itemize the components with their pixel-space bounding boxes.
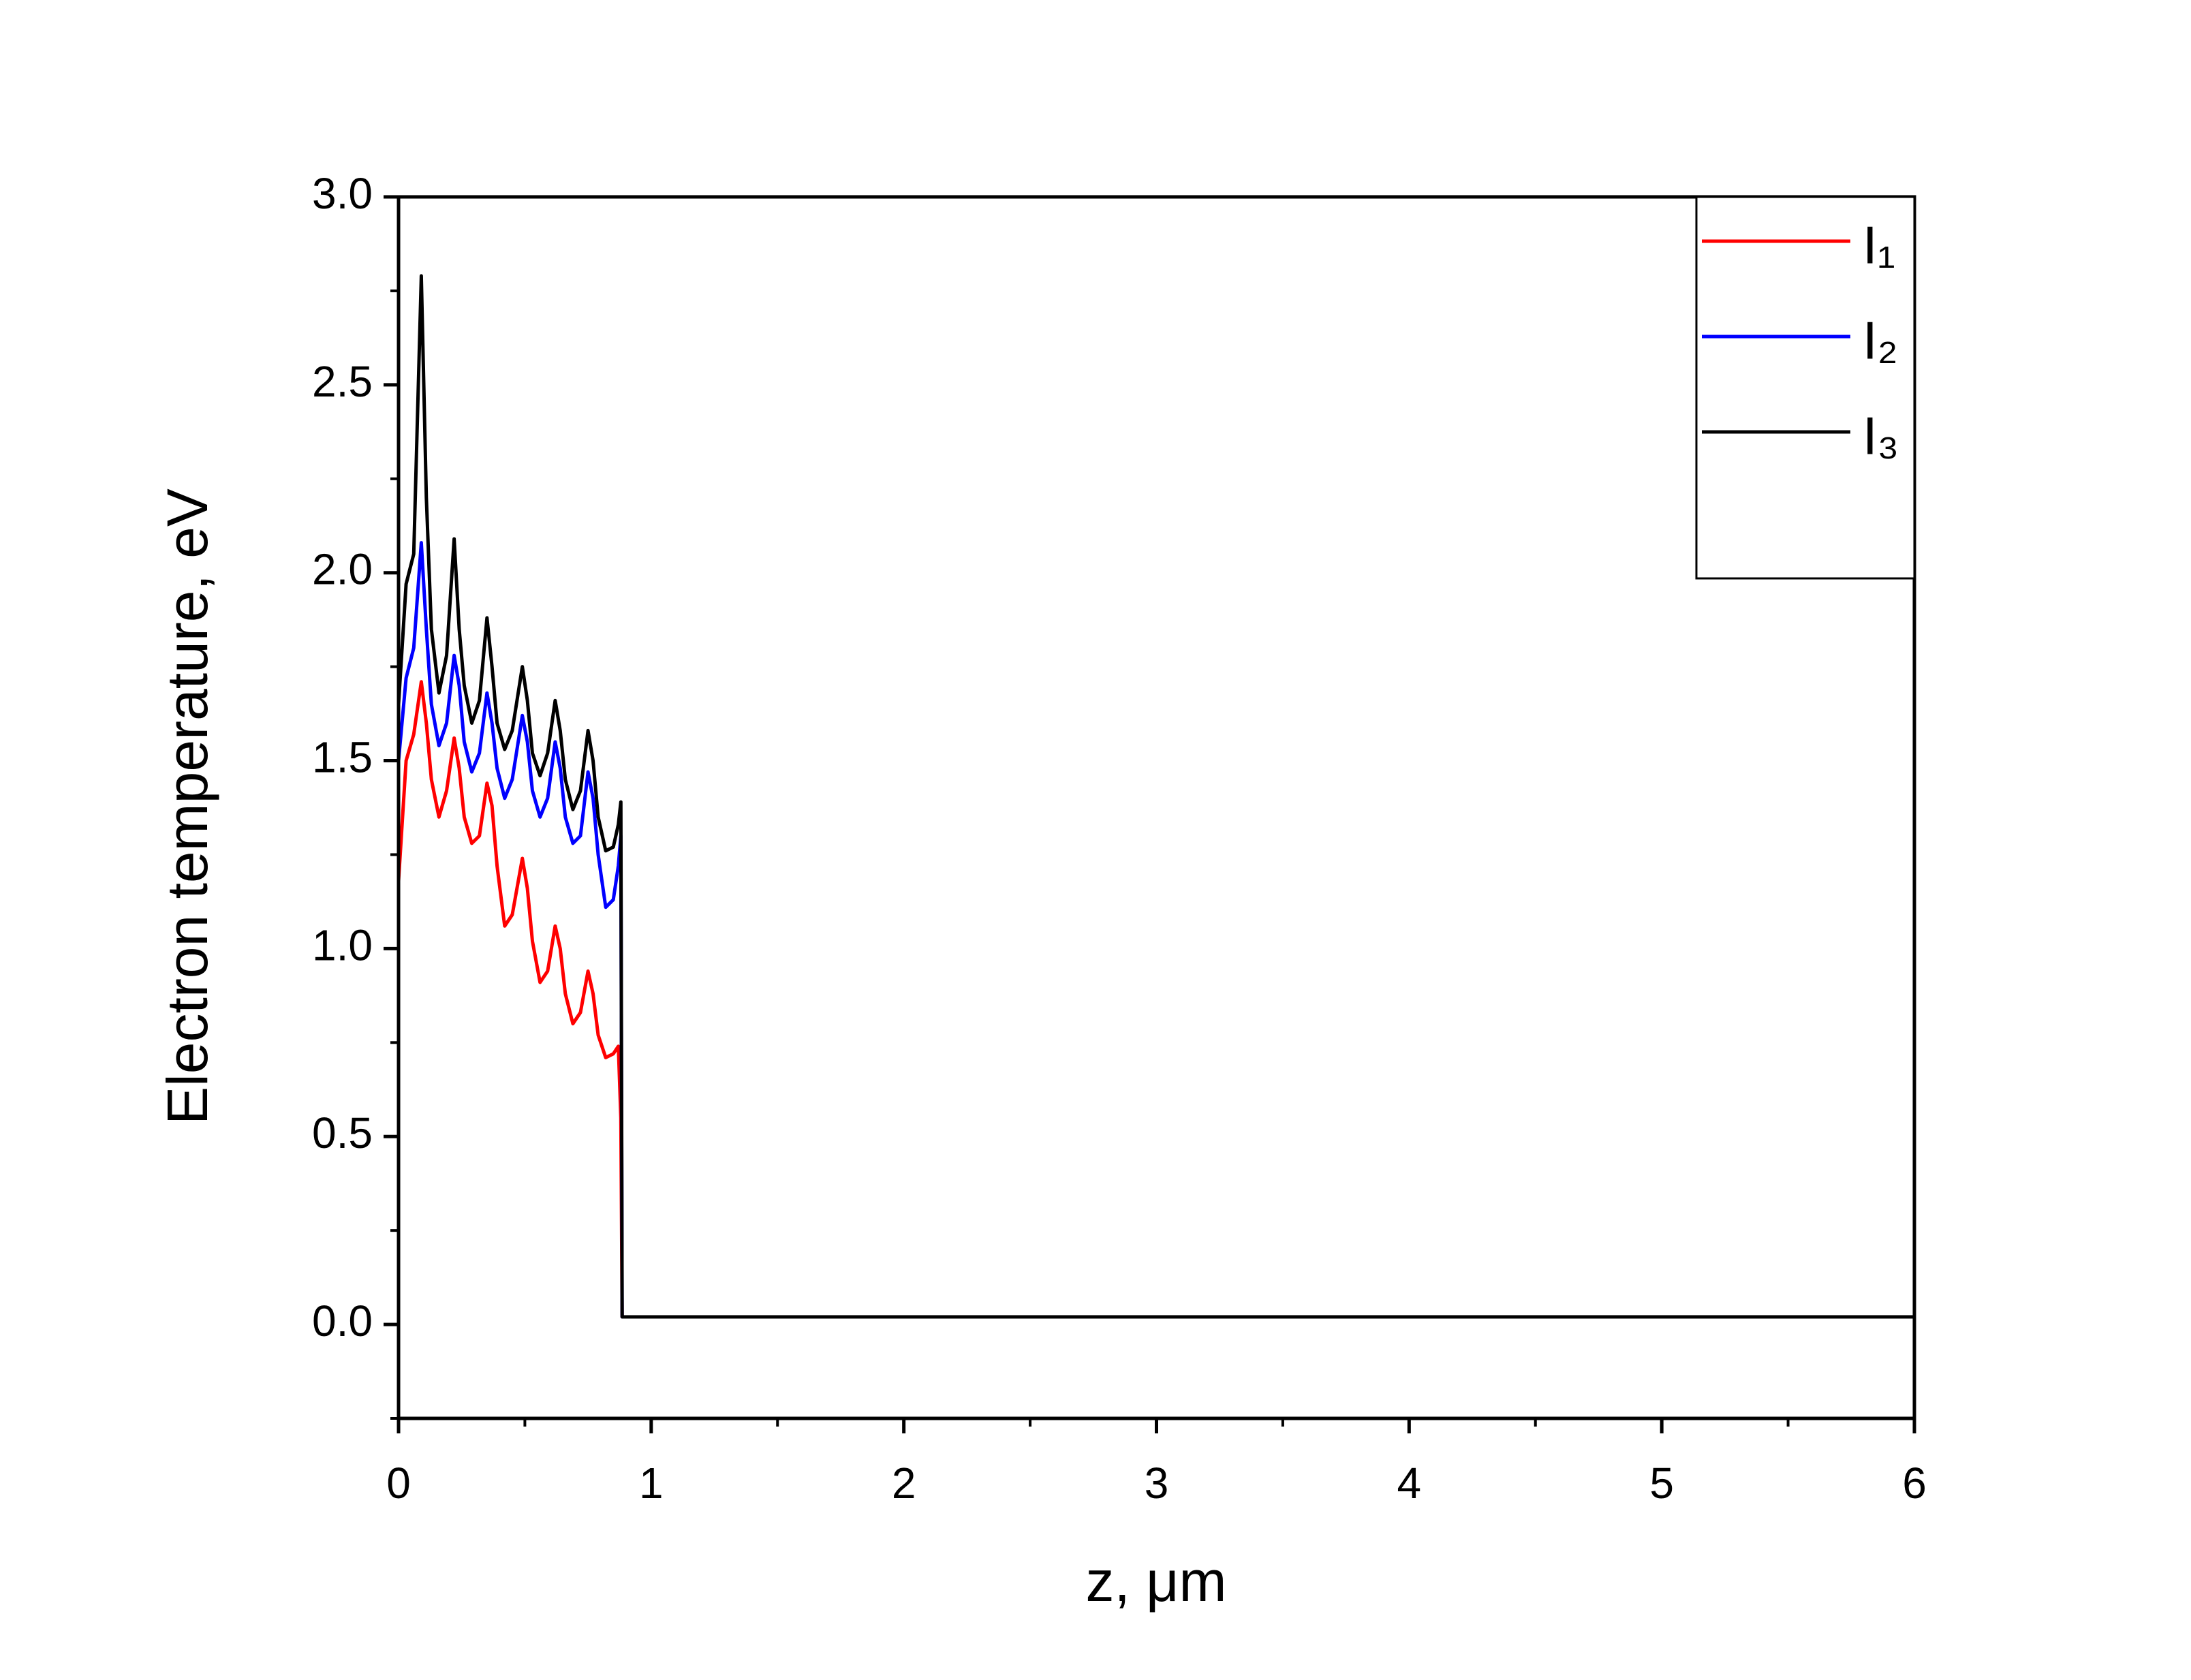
data-line — [397, 541, 1914, 1319]
legend-label: I₁ — [1863, 215, 1895, 275]
y-tick-label: 0.5 — [312, 1108, 373, 1157]
y-tick-label: 2.5 — [312, 357, 373, 406]
data-line — [397, 680, 1914, 1319]
x-tick-label: 4 — [1397, 1459, 1422, 1508]
legend-label: I₂ — [1863, 311, 1898, 371]
legend-label: I₃ — [1863, 406, 1899, 466]
x-tick-label: 6 — [1902, 1459, 1927, 1508]
data-line — [397, 274, 1914, 1319]
x-tick-label: 5 — [1649, 1459, 1674, 1508]
x-tick-label: 3 — [1145, 1459, 1169, 1508]
plot-frame — [397, 195, 1916, 1420]
x-tick-label: 0 — [386, 1459, 411, 1508]
y-axis-label: Electron temperature, eV — [155, 488, 219, 1125]
x-tick-label: 1 — [639, 1459, 664, 1508]
y-tick-label: 2.0 — [312, 545, 373, 594]
legend-box — [1695, 196, 1916, 580]
y-tick-label: 0.0 — [312, 1296, 373, 1345]
x-tick-label: 2 — [892, 1459, 916, 1508]
y-tick-label: 1.0 — [312, 920, 373, 969]
y-tick-label: 3.0 — [312, 169, 373, 218]
x-axis-label: z, μm — [1085, 1549, 1226, 1613]
y-tick-label: 1.5 — [312, 732, 373, 781]
